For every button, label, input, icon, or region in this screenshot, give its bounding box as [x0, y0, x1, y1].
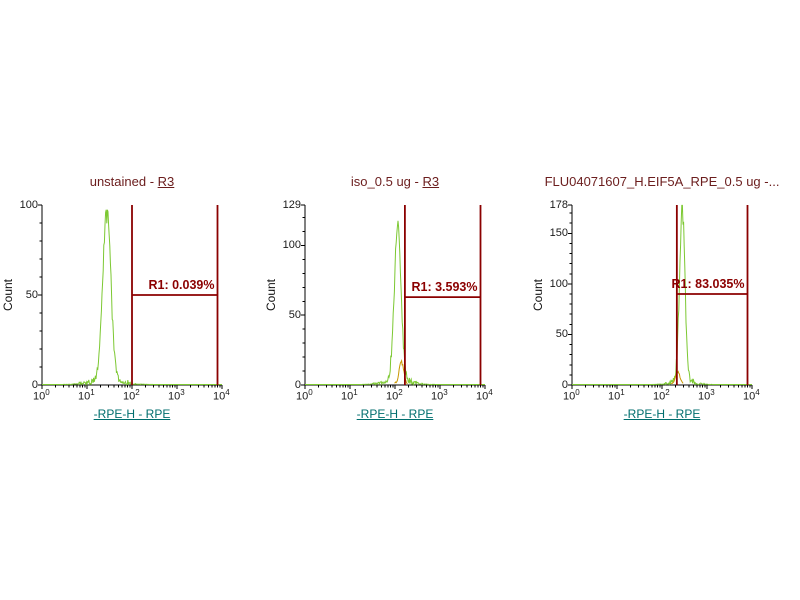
y-tick-label: 178: [549, 199, 568, 211]
plot-area: Count R1: 0.039% 0 50 100 100 101 102 103 104: [1, 199, 230, 403]
x-tick-label: 104: [743, 388, 760, 403]
y-tick-label: 50: [25, 289, 38, 301]
y-tick-label: 129: [282, 199, 301, 211]
y-tick-label: 150: [549, 227, 568, 240]
chart-title-text: unstained -: [89, 174, 158, 189]
chart-title-text: iso_0.5 ug -: [350, 174, 423, 189]
y-tick-label: 100: [282, 239, 301, 252]
chart-title-text: FLU04071607_H.EIF5A_RPE_0.5 ug -...: [544, 174, 780, 189]
y-tick-label: 0: [31, 379, 38, 391]
x-tick-label: 104: [213, 388, 230, 403]
x-axis-label[interactable]: -RPE-H - RPE: [623, 407, 701, 421]
chart-title-gate-ref[interactable]: R3: [422, 174, 440, 189]
y-tick-label: 0: [294, 379, 301, 391]
x-axis-label[interactable]: -RPE-H - RPE: [356, 407, 434, 421]
x-tick-label: 100: [33, 388, 50, 403]
x-tick-label: 100: [563, 388, 580, 403]
histogram-svg: [301, 204, 486, 389]
y-tick-label: 100: [549, 277, 568, 290]
y-axis-label: Count: [264, 278, 278, 312]
x-tick-label: 103: [431, 388, 448, 403]
histogram-curve-events: [572, 204, 752, 386]
histogram-svg: [38, 204, 223, 389]
x-tick-label: 102: [123, 388, 140, 403]
y-tick-label: 50: [555, 328, 568, 341]
x-tick-label: 104: [476, 388, 493, 403]
chart-title-gate-ref[interactable]: R3: [157, 174, 175, 189]
y-tick-label: 0: [561, 379, 568, 391]
x-tick-label: 102: [386, 388, 403, 403]
y-tick-label: 100: [19, 199, 38, 211]
x-axis-label[interactable]: -RPE-H - RPE: [93, 407, 171, 421]
x-tick-label: 100: [296, 388, 313, 403]
chart-title: iso_0.5 ug - R3: [255, 174, 535, 189]
y-tick-label: 50: [288, 309, 301, 322]
chart-title: FLU04071607_H.EIF5A_RPE_0.5 ug -...: [522, 174, 800, 189]
plot-area: Count R1: 3.593% 0 50 100 129 100 101 102 103 10…: [264, 199, 493, 403]
x-tick-label: 103: [168, 388, 185, 403]
chart-title: unstained - R3: [0, 174, 272, 189]
gate-label: R1: 3.593%: [411, 280, 478, 295]
histogram-svg: [568, 204, 753, 389]
x-tick-label: 101: [78, 388, 95, 403]
histogram-curve-events: [305, 220, 485, 387]
histogram-panel-isotype: iso_0.5 ug - R3 Count R1: 3.593% 0 50 100 1…: [263, 170, 543, 448]
x-tick-label: 102: [653, 388, 670, 403]
gate-label: R1: 0.039%: [148, 278, 215, 292]
histogram-panel-unstained: unstained - R3 Count R1: 0.039% 0 50 100 10…: [0, 170, 280, 448]
x-tick-label: 101: [341, 388, 358, 403]
x-tick-label: 103: [698, 388, 715, 403]
plot-area: Count R1: 83.035% 0 50 100 150 178 100 101 102 1…: [531, 199, 760, 403]
x-tick-label: 101: [608, 388, 625, 403]
gate-label: R1: 83.035%: [671, 276, 745, 291]
histogram-panel-stained: FLU04071607_H.EIF5A_RPE_0.5 ug -... Coun…: [530, 170, 800, 448]
